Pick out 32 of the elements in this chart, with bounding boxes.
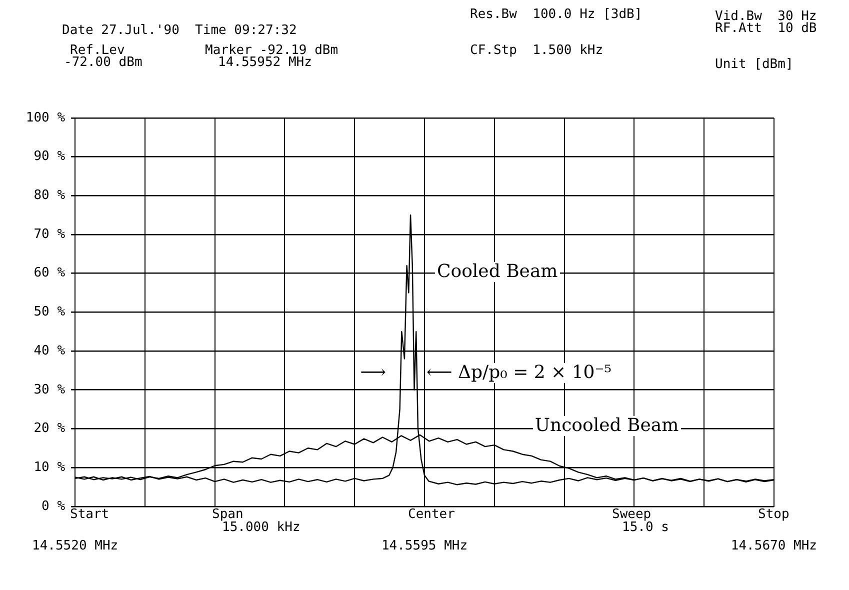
text: Res.Bw 100.0 Hz [3dB]: [470, 7, 642, 22]
text: Date 27.Jul.'90 Time 09:27:32: [62, 23, 297, 38]
text: 14.55952 MHz: [218, 55, 312, 70]
y-tick-label: 100 %: [26, 110, 66, 126]
y-tick-label: 90 %: [34, 149, 66, 164]
annotation: ⟵ Δp/p₀ = 2 × 10⁻⁵: [424, 362, 614, 384]
y-tick-label: 0 %: [42, 498, 66, 514]
text: 15.0 s: [622, 520, 669, 536]
x-tick-label: 14.5520 MHz: [32, 538, 118, 554]
text: CF.Stp 1.500 kHz: [470, 43, 604, 58]
y-tick-label: 40 %: [34, 343, 66, 358]
text: Center: [408, 507, 455, 522]
y-tick-label: 60 %: [34, 266, 66, 281]
text: Span: [212, 507, 244, 522]
annotation: Uncooled Beam: [532, 414, 681, 436]
text: Unit [dBm]: [715, 57, 794, 72]
x-tick-label: 14.5670 MHz: [730, 538, 817, 554]
y-tick-label: 50 %: [34, 304, 66, 320]
text: Start: [70, 507, 110, 522]
y-tick-label: 10 %: [34, 460, 66, 475]
text: -72.00 dBm: [64, 55, 142, 70]
text: Sweep: [612, 507, 652, 522]
text: RF.Att 10 dB: [715, 21, 817, 36]
y-tick-label: 20 %: [34, 421, 66, 436]
x-tick-label: 14.5595 MHz: [381, 538, 468, 554]
text: Stop: [758, 507, 790, 522]
y-tick-label: 30 %: [34, 382, 66, 398]
y-tick-label: 70 %: [34, 226, 66, 242]
y-tick-label: 80 %: [34, 188, 66, 204]
annotation: Cooled Beam: [434, 261, 560, 282]
annotation: ⟶: [358, 362, 388, 384]
text: 15.000 kHz: [222, 520, 300, 536]
